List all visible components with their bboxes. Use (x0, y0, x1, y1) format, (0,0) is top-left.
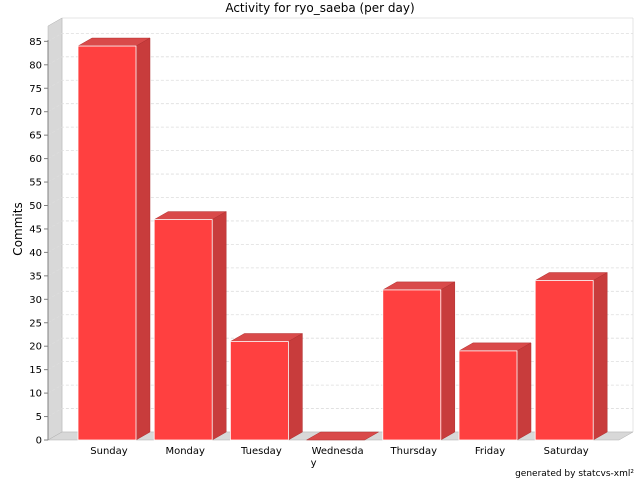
bar-friday (458, 342, 532, 441)
y-tick-label: 20 (29, 342, 42, 353)
grid-line (47, 126, 633, 136)
y-tick-label: 70 (29, 107, 42, 118)
y-tick-label: 75 (29, 84, 42, 95)
y-tick-label: 40 (29, 248, 42, 259)
grid-line (47, 220, 633, 230)
y-tick-label: 25 (29, 318, 42, 329)
bar-front-face (229, 341, 289, 441)
x-tick-label: Monday (165, 446, 205, 457)
bar-monday (153, 211, 228, 441)
y-axis-label: Commits (11, 202, 25, 255)
bar-tuesday (229, 333, 304, 441)
y-tick-label: 15 (29, 365, 42, 376)
x-tick-label: Thursday (390, 446, 438, 457)
y-tick-label: 50 (29, 201, 42, 212)
y-tick-label: 85 (29, 37, 42, 48)
y-tick-label: 60 (29, 154, 42, 165)
bar-side-face (516, 342, 532, 441)
x-tick-label: Saturday (544, 446, 589, 457)
grid-line (47, 267, 633, 277)
y-tick-label: 65 (29, 131, 42, 142)
grid-line (47, 103, 633, 113)
bar-side-face (440, 281, 456, 441)
bar-side-face (135, 37, 151, 441)
grid-line (47, 243, 633, 253)
x-tick-label: y (311, 458, 317, 469)
grid-line (47, 173, 633, 183)
bars (77, 37, 609, 441)
x-tick-label: Sunday (90, 446, 127, 457)
bar-front-face (534, 280, 594, 441)
grid-line (47, 79, 633, 89)
bar-thursday (381, 281, 456, 441)
y-tick-label: 0 (36, 436, 42, 447)
y-axis: 0 5 10 15 20 25 30 35 40 45 50 55 60 65 70 75 80 85 (29, 37, 49, 447)
x-tick-label: Wednesda (312, 446, 364, 457)
y-tick-label: 10 (29, 389, 42, 400)
grid-line (47, 32, 633, 42)
chart-title: Activity for ryo_saeba (per day) (225, 1, 414, 15)
bar-sunday (77, 37, 151, 441)
bar-front-face (458, 350, 518, 441)
bar-top-face (305, 431, 380, 441)
bar-saturday (534, 272, 609, 441)
grid-line (47, 56, 633, 66)
y-tick-label: 30 (29, 295, 42, 306)
bar-side-face (592, 272, 608, 441)
y-tick-label: 35 (29, 271, 42, 282)
y-tick-label: 80 (29, 60, 42, 71)
bar-side-face (288, 333, 303, 441)
bar-front-face (382, 289, 442, 441)
y-tick-label: 5 (36, 412, 42, 423)
bar-wednesday (305, 431, 380, 441)
x-tick-label: Friday (475, 446, 505, 457)
grid-line (47, 197, 633, 206)
grid-line (47, 150, 633, 159)
y-tick-label: 45 (29, 224, 42, 235)
bar-front-face (77, 45, 137, 441)
plot-side-wall (47, 17, 63, 441)
y-tick-label: 55 (29, 178, 42, 189)
footer-credit: generated by statcvs-xml² (515, 469, 634, 479)
bar-front-face (153, 219, 213, 441)
bar-side-face (211, 211, 227, 441)
x-tick-label: Tuesday (240, 446, 282, 457)
